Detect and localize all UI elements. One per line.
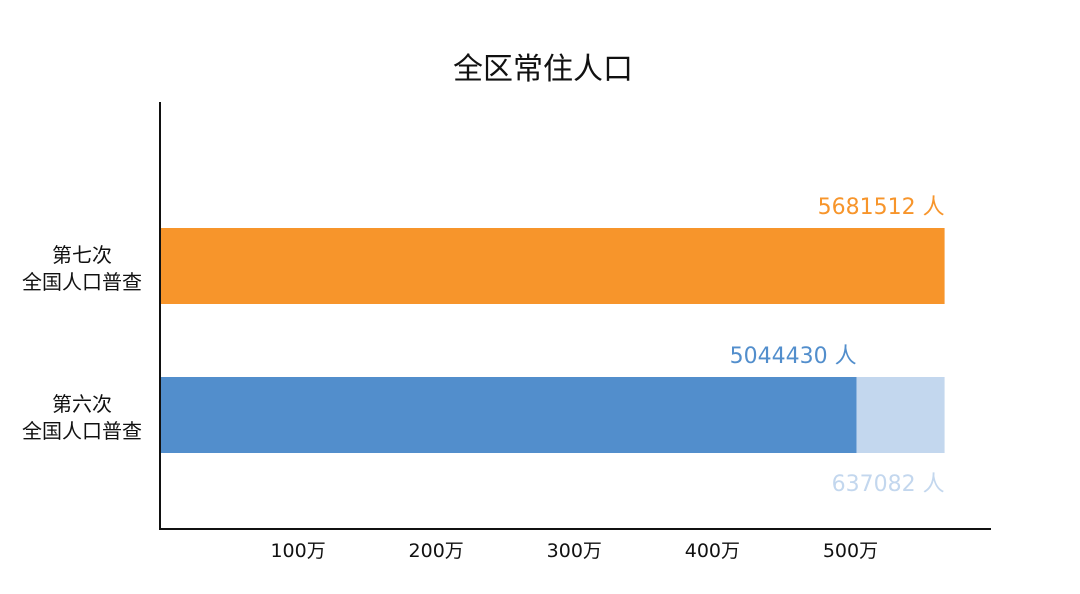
x-tick-label: 100万 bbox=[270, 540, 325, 562]
value-label: 637082 人 bbox=[832, 472, 945, 497]
category-label: 第六次 bbox=[52, 392, 112, 416]
bar-segment bbox=[160, 377, 857, 453]
x-tick-label: 500万 bbox=[823, 540, 878, 562]
category-label: 全国人口普查 bbox=[22, 419, 142, 443]
x-tick-label: 400万 bbox=[685, 540, 740, 562]
value-label: 5681512 人 bbox=[818, 195, 945, 220]
bar-segment bbox=[160, 228, 945, 304]
category-label: 第七次 bbox=[52, 243, 112, 267]
x-tick-label: 300万 bbox=[547, 540, 602, 562]
category-label: 全国人口普查 bbox=[22, 270, 142, 294]
bar-segment bbox=[856, 377, 945, 453]
x-tick-label: 200万 bbox=[409, 540, 464, 562]
value-label: 5044430 人 bbox=[730, 344, 857, 369]
chart-title: 全区常住人口 bbox=[453, 52, 633, 87]
